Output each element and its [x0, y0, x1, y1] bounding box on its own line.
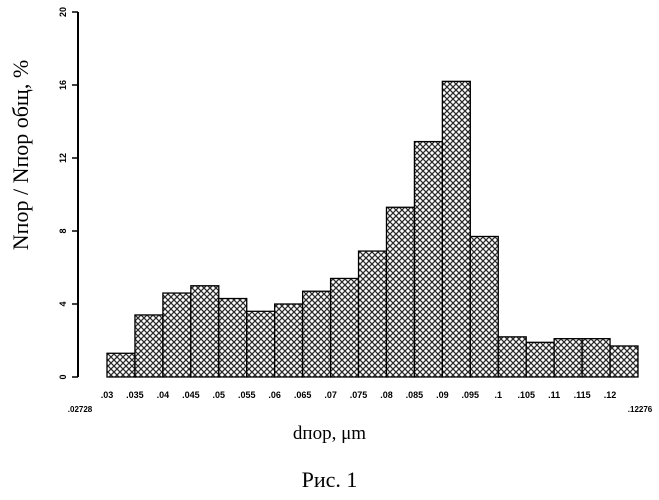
x-range-max-label: .12276 — [628, 405, 653, 414]
histogram-bar — [163, 293, 191, 377]
histogram-bar — [414, 142, 442, 377]
x-tick-label: .11 — [548, 390, 560, 400]
x-tick-label: .08 — [380, 390, 393, 400]
x-tick-label: .075 — [350, 390, 368, 400]
histogram-bar — [610, 346, 638, 377]
x-tick-label: .085 — [406, 390, 424, 400]
x-tick-label: .1 — [495, 390, 503, 400]
x-tick-label: .055 — [238, 390, 256, 400]
y-axis-title: Nпор / Nпор общ, % — [6, 10, 36, 300]
y-tick-label: 4 — [58, 301, 68, 306]
x-tick-label: .09 — [436, 390, 449, 400]
histogram-bar — [275, 304, 303, 377]
y-tick-label: 20 — [58, 7, 68, 17]
histogram-bar — [386, 207, 414, 377]
histogram-bar — [247, 311, 275, 377]
x-range-min-label: .02728 — [68, 405, 93, 414]
histogram-bar — [107, 353, 135, 377]
x-tick-label: .07 — [324, 390, 337, 400]
histogram-bar — [498, 337, 526, 377]
y-tick-label: 8 — [58, 228, 68, 233]
x-tick-label: .05 — [213, 390, 226, 400]
y-tick-label: 0 — [58, 374, 68, 379]
x-tick-label: .12 — [604, 390, 617, 400]
x-tick-label: .045 — [182, 390, 200, 400]
x-tick-label: .065 — [294, 390, 312, 400]
histogram-bar — [359, 251, 387, 377]
x-tick-label: .035 — [126, 390, 144, 400]
histogram-bar — [135, 315, 163, 377]
x-tick-label: .06 — [268, 390, 281, 400]
figure-caption: Рис. 1 — [0, 467, 659, 493]
histogram-bar — [470, 236, 498, 377]
x-tick-label: .03 — [101, 390, 114, 400]
histogram-bar — [526, 342, 554, 377]
x-tick-label: .115 — [574, 390, 591, 400]
histogram-bar — [582, 339, 610, 377]
histogram-bar — [331, 278, 359, 377]
y-tick-label: 16 — [58, 80, 68, 90]
histogram-bar — [303, 291, 331, 377]
histogram-bar — [554, 339, 582, 377]
x-axis-title: dпор, μm — [0, 423, 659, 445]
histogram-bar — [219, 299, 247, 377]
histogram-bar — [191, 286, 219, 377]
histogram-bar — [442, 81, 470, 377]
x-tick-label: .105 — [517, 390, 535, 400]
x-tick-label: .04 — [157, 390, 170, 400]
x-tick-label: .095 — [462, 390, 480, 400]
y-tick-label: 12 — [58, 153, 68, 163]
